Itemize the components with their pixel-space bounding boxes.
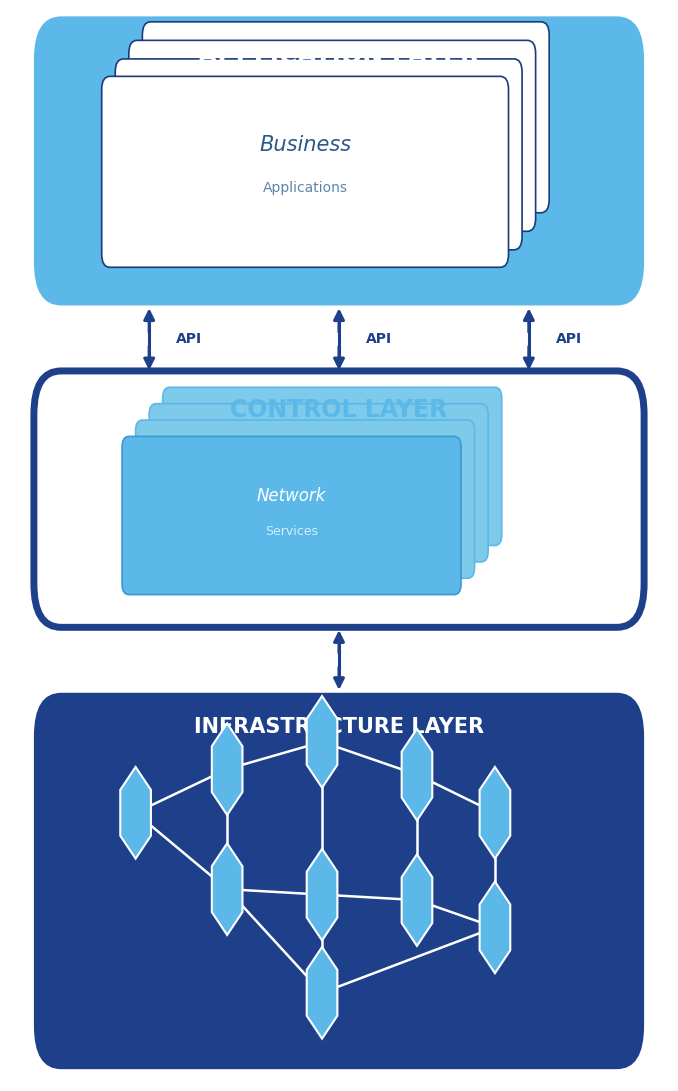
Polygon shape <box>212 723 243 815</box>
Text: CONTROL LAYER: CONTROL LAYER <box>231 398 447 422</box>
Polygon shape <box>306 947 338 1039</box>
Text: API: API <box>366 333 393 346</box>
Polygon shape <box>120 767 151 859</box>
Text: Network: Network <box>257 487 326 505</box>
FancyBboxPatch shape <box>149 404 488 562</box>
Text: API: API <box>176 333 203 346</box>
FancyBboxPatch shape <box>102 76 508 267</box>
Polygon shape <box>479 882 511 973</box>
Text: Services: Services <box>265 526 318 538</box>
FancyBboxPatch shape <box>115 59 522 250</box>
FancyBboxPatch shape <box>34 16 644 305</box>
Text: Business: Business <box>259 134 351 155</box>
Polygon shape <box>306 849 338 940</box>
Text: APPLICATION LAYER: APPLICATION LAYER <box>199 44 479 68</box>
FancyBboxPatch shape <box>129 40 536 231</box>
FancyBboxPatch shape <box>34 693 644 1069</box>
Polygon shape <box>306 696 338 788</box>
Text: INFRASTRUCTURE LAYER: INFRASTRUCTURE LAYER <box>194 717 484 736</box>
FancyBboxPatch shape <box>136 420 475 578</box>
Polygon shape <box>479 767 511 859</box>
Text: Applications: Applications <box>262 181 348 195</box>
FancyBboxPatch shape <box>122 436 461 595</box>
Polygon shape <box>212 843 243 935</box>
Text: API: API <box>556 333 582 346</box>
FancyBboxPatch shape <box>142 22 549 213</box>
FancyBboxPatch shape <box>34 371 644 627</box>
Polygon shape <box>401 729 433 820</box>
Polygon shape <box>401 854 433 946</box>
FancyBboxPatch shape <box>163 387 502 546</box>
